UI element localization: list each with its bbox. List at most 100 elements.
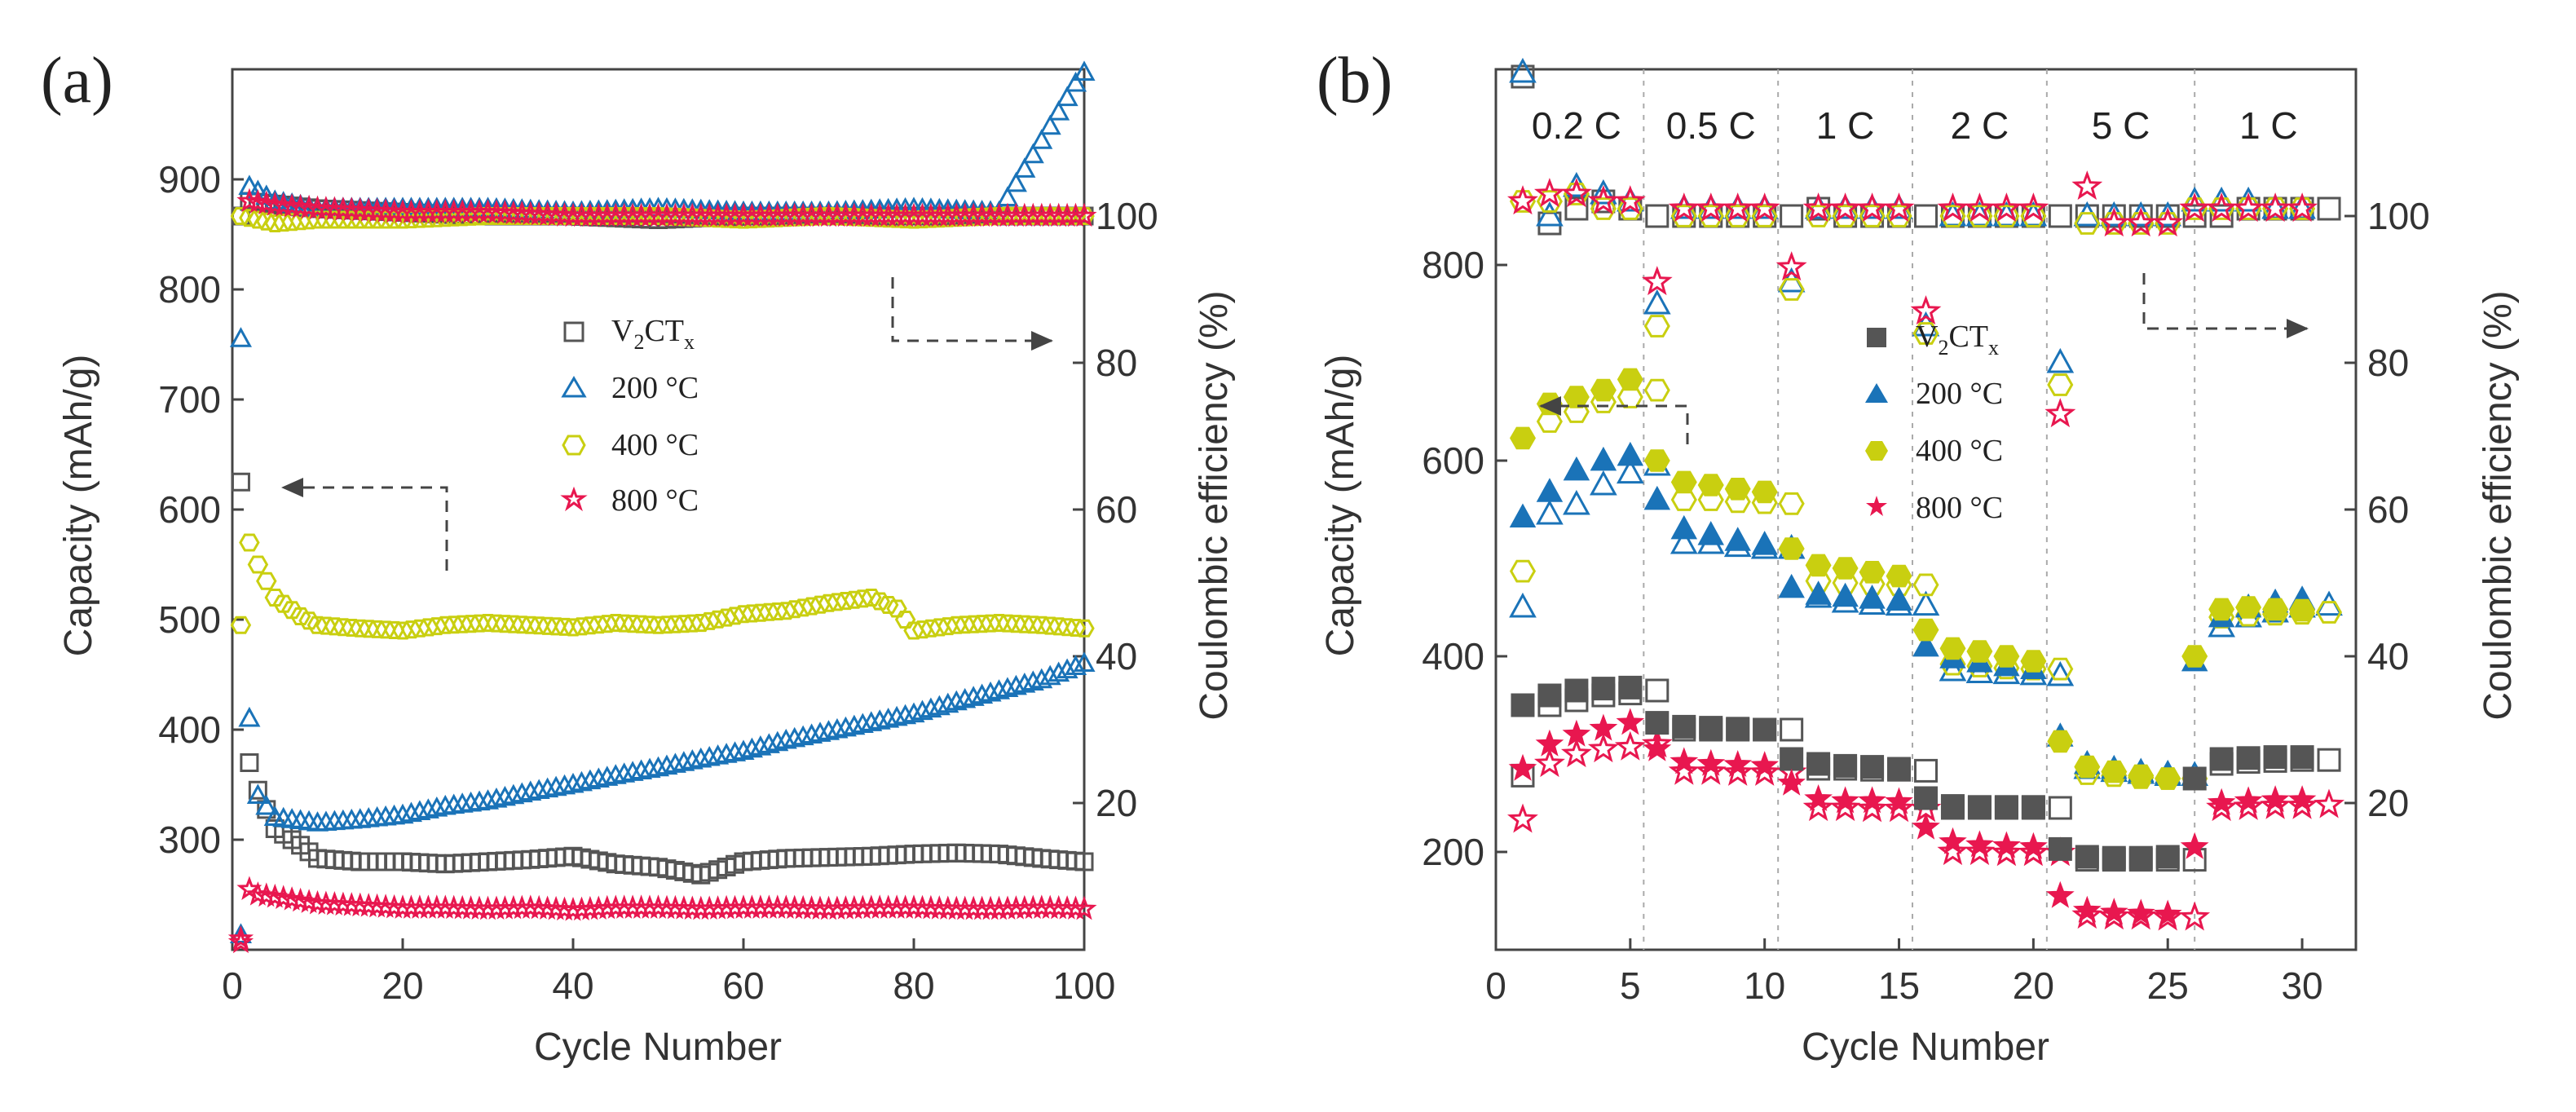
point-b-charge-v2ct [1914, 758, 1938, 783]
point-a-capacity-200c [502, 783, 525, 805]
point-b-charge-800c [1561, 738, 1592, 768]
point-b-discharge-400c [1563, 386, 1590, 408]
point-b-ce-400c [1993, 205, 2020, 227]
point-b-ce-800c [2125, 207, 2157, 237]
point-a-capacity-200c [868, 709, 891, 730]
point-a-capacity-400c [272, 594, 294, 613]
point-b-charge-v2ct [1780, 717, 1804, 742]
point-b-ce-400c [1859, 205, 1886, 227]
point-b-discharge-400c [1510, 426, 1536, 450]
point-b-ce-800c [2206, 192, 2238, 223]
legend-a-400-marker [562, 435, 586, 456]
point-b-discharge-800c [2287, 785, 2317, 813]
point-b-ce-400c [1886, 205, 1912, 227]
point-a-capacity-200c [493, 785, 516, 806]
point-b-discharge-200c [1590, 446, 1617, 471]
point-b-discharge-v2ct [1726, 717, 1750, 741]
point-b-discharge-v2ct [1833, 753, 1858, 778]
point-b-ce-200c [1536, 201, 1564, 227]
point-b-discharge-400c [2101, 760, 2128, 783]
x-tick-label: 0 [222, 964, 243, 1007]
point-a-capacity-200c [570, 770, 593, 792]
point-a-capacity-400c [869, 592, 890, 611]
point-a-capacity-200c [1048, 661, 1070, 682]
point-a-capacity-200c [1004, 674, 1027, 695]
point-a-ce-200c [1021, 143, 1044, 164]
point-b-charge-200c [1617, 458, 1644, 484]
point-a-capacity-200c [655, 754, 678, 775]
point-b-charge-800c [2287, 789, 2318, 819]
point-b-discharge-800c [2126, 898, 2155, 926]
point-a-capacity-200c [766, 730, 789, 752]
y-tick-label: 400 [1422, 635, 1484, 677]
point-a-capacity-200c [562, 772, 584, 793]
point-b-discharge-800c [1885, 787, 1913, 814]
y-tick-label: 300 [158, 819, 221, 861]
point-a-capacity-200c [391, 803, 414, 824]
point-b-discharge-400c [1670, 470, 1697, 494]
point-b-discharge-200c [1697, 521, 1724, 545]
point-b-charge-800c [1991, 836, 2022, 867]
point-b-charge-800c [1533, 748, 1565, 778]
y-tick-label: 800 [158, 268, 221, 311]
point-b-discharge-400c [1805, 554, 1832, 577]
point-b-discharge-200c [1778, 573, 1805, 598]
point-b-discharge-200c [1670, 514, 1698, 540]
point-b-ce-800c [1749, 192, 1780, 223]
legend-a-400-label: 400 °C [611, 428, 699, 462]
panel-b-y2-axis-label: Coulombic efficiency (%) [2477, 290, 2520, 720]
point-b-discharge-800c [1831, 786, 1859, 814]
point-a-capacity-200c [238, 706, 261, 727]
point-a-capacity-200c [1030, 668, 1053, 689]
point-b-ce-800c [2233, 192, 2265, 223]
point-b-discharge-800c [1750, 751, 1780, 779]
point-b-ce-800c [1587, 185, 1619, 215]
point-b-ce-800c [1506, 185, 1538, 215]
rate-label: 0.2 C [1532, 104, 1621, 147]
point-b-discharge-400c [1643, 449, 1670, 472]
point-a-capacity-200c [877, 707, 900, 728]
point-b-discharge-v2ct [2102, 845, 2126, 870]
point-b-discharge-800c [1670, 747, 1699, 774]
point-a-capacity-200c [399, 801, 422, 823]
point-b-charge-400c [2315, 601, 2343, 624]
point-b-discharge-v2ct [1887, 757, 1912, 781]
x-tick-label: 15 [1878, 964, 1920, 1007]
point-b-discharge-200c [1536, 478, 1564, 502]
point-a-capacity-200c [426, 796, 448, 817]
point-b-charge-800c [2314, 788, 2345, 819]
point-b-charge-200c [1912, 590, 1940, 616]
point-b-ce-400c [2020, 205, 2047, 227]
point-b-ce-200c [2046, 347, 2075, 373]
x-tick-label: 5 [1620, 964, 1641, 1007]
legend-b-400-label: 400 °C [1916, 434, 2003, 468]
point-b-ce-800c [1991, 192, 2022, 223]
point-a-capacity-200c [783, 726, 806, 748]
point-a-ce-400c [256, 212, 277, 231]
point-b-ce-v2ct [1914, 204, 1938, 228]
point-b-charge-800c [2071, 899, 2103, 929]
point-a-capacity-200c [246, 783, 269, 804]
panel-a-right-axis-arrow [891, 277, 1052, 342]
point-b-ce-800c [1775, 251, 1807, 281]
point-b-charge-800c [2098, 900, 2130, 930]
point-a-capacity-200c [510, 782, 533, 803]
point-a-capacity-200c [740, 737, 763, 758]
point-b-ce-v2ct [2209, 204, 2234, 228]
point-a-capacity-200c [664, 752, 686, 773]
point-b-discharge-800c [1723, 749, 1753, 777]
point-b-discharge-400c [1724, 478, 1751, 501]
point-b-discharge-400c [1832, 557, 1859, 580]
point-b-discharge-v2ct [1860, 755, 1885, 779]
panel-a: (a) 0 20 40 60 80 100 300 400 500 600 700 800 900 2… [41, 45, 1236, 1069]
point-a-capacity-200c [809, 721, 831, 742]
point-b-charge-800c [1668, 755, 1700, 785]
point-a-capacity-200c [987, 679, 1011, 699]
point-b-discharge-200c [1886, 586, 1912, 611]
point-b-discharge-v2ct [1537, 683, 1562, 708]
point-a-capacity-200c [911, 699, 933, 721]
point-b-discharge-v2ct [2128, 845, 2153, 870]
x-tick-label: 20 [382, 964, 423, 1007]
